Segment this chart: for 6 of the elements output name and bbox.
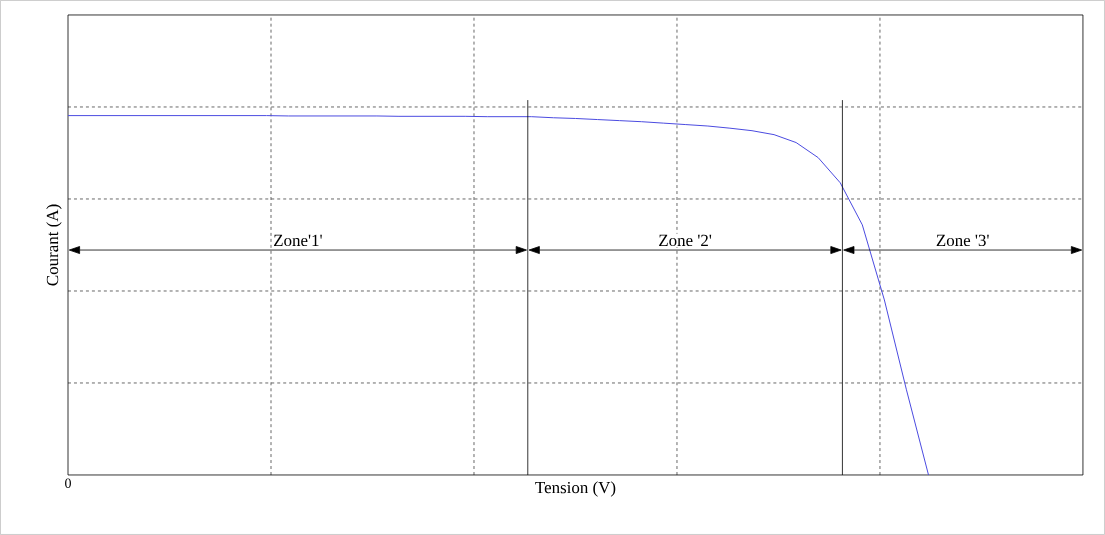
y-axis-title: Courant (A) bbox=[46, 204, 62, 286]
x-axis-title: Tension (V) bbox=[535, 481, 616, 497]
annotation: Zone '3' bbox=[936, 234, 989, 247]
text: 0 bbox=[65, 478, 71, 488]
annotation: Zone '2' bbox=[659, 234, 712, 247]
annotation: Zone'1' bbox=[274, 234, 322, 247]
